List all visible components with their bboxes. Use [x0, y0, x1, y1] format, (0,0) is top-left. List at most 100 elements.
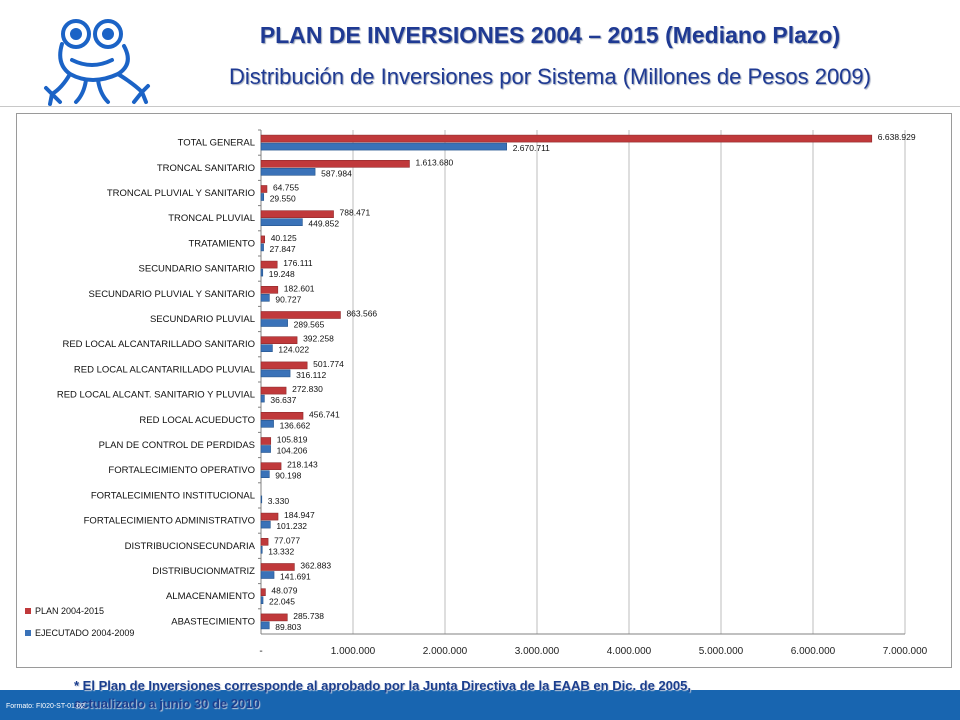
plan-bar [260, 462, 282, 471]
category-label: RED LOCAL ALCANTARILLADO PLUVIAL [74, 364, 255, 375]
ejecutado-bar [260, 571, 275, 579]
category-label: FORTALECIMIENTO ADMINISTRATIVO [84, 516, 255, 527]
ejecutado-value-label: 27.847 [270, 244, 296, 254]
ejecutado-bar [260, 394, 265, 403]
ejecutado-value-label: 19.248 [269, 269, 295, 279]
ejecutado-bar [260, 520, 271, 529]
x-tick-label: 4.000.000 [607, 646, 652, 657]
footnote-line-1: * El Plan de Inversiones corresponde al … [74, 678, 691, 693]
ejecutado-value-label: 136.662 [280, 420, 311, 430]
legend-swatch-ejecutado [25, 630, 31, 636]
plan-value-label: 272.830 [292, 384, 323, 394]
category-label: TRATAMIENTO [189, 238, 256, 249]
ejecutado-value-label: 316.112 [296, 370, 326, 380]
plan-bar [260, 210, 334, 218]
category-label: TRONCAL PLUVIAL Y SANITARIO [107, 188, 255, 199]
ejecutado-bar [260, 369, 291, 378]
category-label: RED LOCAL ALCANTARILLADO SANITARIO [62, 339, 255, 350]
plan-value-label: 77.077 [274, 535, 300, 545]
footer-bar [0, 690, 960, 720]
format-code: Formato: FI020-ST-01.02 [6, 703, 85, 710]
ejecutado-value-label: 22.045 [269, 597, 295, 607]
investment-bar-chart: - 1.000.000 2.000.000 3.000.000 4.000.000 5.0… [25, 129, 928, 657]
ejecutado-value-label: 104.206 [277, 446, 308, 456]
plan-value-label: 64.755 [273, 183, 299, 193]
ejecutado-value-label: 101.232 [276, 521, 307, 531]
category-label: SECUNDARIO PLUVIAL Y SANITARIO [89, 289, 255, 300]
legend-label-plan: PLAN 2004-2015 [35, 606, 104, 616]
ejecutado-bar [260, 445, 271, 453]
plan-bar [260, 286, 279, 294]
ejecutado-bar [260, 243, 264, 252]
ejecutado-value-label: 89.803 [275, 622, 301, 632]
x-tick-label: 7.000.000 [883, 646, 928, 657]
plan-value-label: 285.738 [293, 611, 324, 621]
x-tick-label: 6.000.000 [791, 646, 836, 657]
ejecutado-value-label: 124.022 [278, 345, 309, 355]
ejecutado-bar [260, 545, 263, 554]
plan-value-label: 182.601 [284, 283, 315, 293]
category-label: ABASTECIMIENTO [171, 616, 255, 627]
plan-value-label: 392.258 [303, 334, 334, 344]
ejecutado-value-label: 29.550 [270, 194, 296, 204]
ejecutado-bar [260, 470, 270, 479]
ejecutado-bar [260, 419, 274, 428]
category-label: DISTRIBUCIONMATRIZ [152, 566, 255, 577]
plan-bar [260, 512, 279, 521]
footnote: * El Plan de Inversiones corresponde al … [74, 677, 874, 713]
plan-bar [260, 613, 288, 622]
plan-bar [260, 159, 410, 168]
ejecutado-bar [260, 344, 273, 352]
plan-value-label: 456.741 [309, 409, 340, 419]
plan-bar [260, 185, 268, 193]
plan-bar [260, 563, 295, 571]
plan-bar [260, 260, 278, 269]
plan-bar [260, 537, 269, 546]
category-label: FORTALECIMIENTO INSTITUCIONAL [91, 490, 255, 501]
ejecutado-value-label: 289.565 [294, 320, 325, 330]
plan-value-label: 501.774 [313, 359, 344, 369]
ejecutado-bar [260, 268, 264, 277]
ejecutado-bar [260, 319, 288, 327]
ejecutado-value-label: 449.852 [308, 219, 339, 229]
plan-value-label: 6.638.929 [878, 132, 916, 142]
ejecutado-bar [260, 142, 508, 151]
category-label: TRONCAL PLUVIAL [168, 213, 255, 224]
ejecutado-bar [260, 294, 270, 302]
category-label: ALMACENAMIENTO [166, 591, 255, 602]
plan-bar [260, 386, 287, 395]
category-label: PLAN DE CONTROL DE PERDIDAS [99, 440, 255, 451]
plan-value-label: 1.613.680 [415, 157, 453, 167]
plan-bar [260, 336, 298, 344]
ejecutado-value-label: 13.332 [268, 546, 294, 556]
category-label: DISTRIBUCIONSECUNDARIA [125, 541, 256, 552]
category-label: TRONCAL SANITARIO [157, 163, 255, 174]
plan-bar [260, 437, 272, 445]
plan-bar [260, 311, 341, 319]
page-title: PLAN DE INVERSIONES 2004 – 2015 (Mediano… [259, 22, 841, 48]
ejecutado-value-label: 36.637 [270, 395, 296, 405]
x-tick-label: 1.000.000 [331, 646, 376, 657]
plan-bar [260, 411, 304, 420]
plan-bar [260, 588, 266, 597]
category-label: SECUNDARIO PLUVIAL [150, 314, 255, 325]
legend-label-ejecutado: EJECUTADO 2004-2009 [35, 628, 134, 638]
plan-bar [260, 134, 873, 143]
legend-swatch-plan [25, 608, 31, 614]
ejecutado-bar [260, 167, 316, 176]
header-divider [0, 106, 960, 107]
plan-value-label: 176.111 [283, 258, 313, 268]
category-label: RED LOCAL ACUEDUCTO [139, 415, 255, 426]
plan-value-label: 105.819 [277, 435, 308, 445]
ejecutado-value-label: 3.330 [268, 496, 290, 506]
x-tick-label: - [259, 646, 262, 657]
page-subtitle: Distribución de Inversiones por Sistema … [229, 64, 871, 89]
plan-value-label: 184.947 [284, 510, 315, 520]
ejecutado-value-label: 141.691 [280, 572, 311, 582]
ejecutado-bar [260, 495, 263, 504]
plan-value-label: 362.883 [300, 561, 331, 571]
frog-logo [44, 19, 150, 106]
plan-bar [260, 361, 308, 370]
category-label: TOTAL GENERAL [178, 138, 255, 149]
plan-value-label: 788.471 [340, 208, 371, 218]
